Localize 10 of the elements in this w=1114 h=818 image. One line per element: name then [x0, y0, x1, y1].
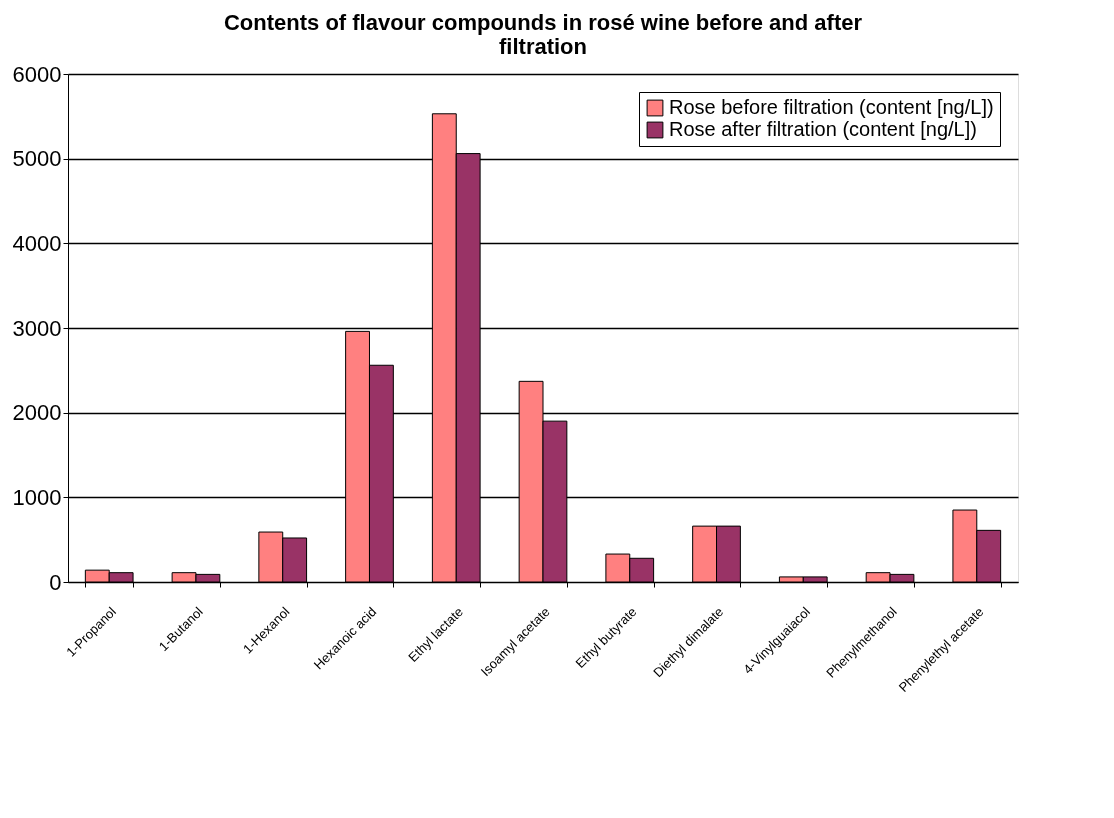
- legend-label: Rose after filtration (content [ng/L]): [669, 118, 977, 140]
- y-tick-label: 0: [49, 569, 62, 595]
- y-tick-label: 3000: [12, 315, 62, 341]
- legend-label: Rose before filtration (content [ng/L]): [669, 96, 994, 118]
- y-tick-label: 4000: [12, 230, 62, 256]
- y-tick-label: 5000: [12, 146, 62, 172]
- y-tick-label: 1000: [12, 484, 62, 510]
- y-tick-label: 2000: [12, 400, 62, 426]
- chart-title: Contents of flavour compounds in rosé wine before and after filtration: [223, 10, 863, 59]
- y-tick-label: 6000: [12, 61, 62, 87]
